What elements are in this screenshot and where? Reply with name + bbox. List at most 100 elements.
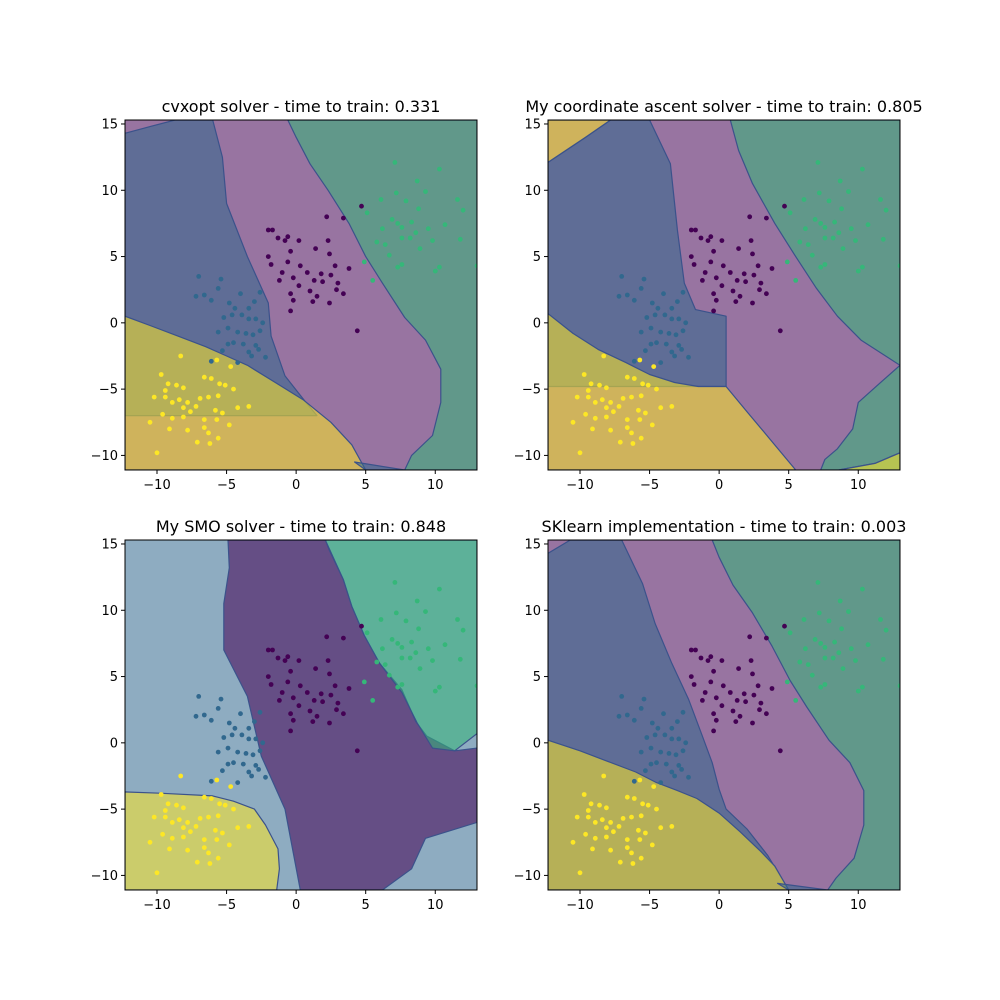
point-class-0 bbox=[307, 288, 313, 294]
point-class-0 bbox=[327, 671, 332, 677]
point-class-0 bbox=[325, 658, 331, 663]
point-class-3 bbox=[151, 394, 157, 400]
point-class-0 bbox=[268, 682, 274, 687]
point-class-0 bbox=[334, 707, 339, 713]
point-class-0 bbox=[719, 703, 725, 709]
point-class-2 bbox=[822, 225, 828, 230]
point-class-3 bbox=[637, 417, 643, 422]
point-class-2 bbox=[818, 264, 824, 270]
point-class-3 bbox=[194, 439, 200, 445]
point-class-2 bbox=[797, 239, 803, 245]
point-class-2 bbox=[784, 259, 790, 265]
point-class-0 bbox=[750, 671, 755, 677]
point-class-2 bbox=[809, 252, 815, 258]
point-class-1 bbox=[669, 725, 675, 731]
point-class-1 bbox=[654, 760, 659, 766]
decision-regions bbox=[125, 120, 477, 470]
point-class-1 bbox=[215, 286, 221, 291]
point-class-0 bbox=[341, 711, 346, 717]
point-class-3 bbox=[160, 411, 166, 417]
point-class-1 bbox=[250, 752, 256, 758]
point-class-2 bbox=[425, 646, 431, 652]
point-class-1 bbox=[201, 712, 207, 718]
point-class-2 bbox=[457, 236, 463, 242]
point-class-3 bbox=[235, 405, 241, 411]
point-class-0 bbox=[313, 666, 318, 671]
point-class-0 bbox=[764, 291, 769, 297]
point-class-3 bbox=[208, 376, 214, 381]
point-class-0 bbox=[328, 272, 334, 278]
point-class-3 bbox=[583, 411, 588, 417]
point-class-3 bbox=[649, 422, 655, 428]
y-tick-label: 10 bbox=[101, 604, 118, 619]
point-class-3 bbox=[577, 450, 583, 456]
point-class-1 bbox=[680, 328, 686, 334]
point-class-0 bbox=[285, 259, 291, 265]
point-class-0 bbox=[277, 698, 282, 703]
point-class-2 bbox=[832, 219, 837, 225]
point-class-0 bbox=[747, 214, 753, 220]
point-class-0 bbox=[341, 291, 346, 297]
point-class-0 bbox=[359, 203, 364, 209]
point-class-0 bbox=[332, 263, 338, 269]
point-class-2 bbox=[837, 598, 843, 604]
point-class-2 bbox=[407, 655, 413, 661]
point-class-3 bbox=[154, 870, 160, 876]
point-class-2 bbox=[878, 617, 883, 622]
point-class-1 bbox=[641, 276, 647, 282]
point-class-0 bbox=[290, 695, 296, 701]
point-class-0 bbox=[265, 647, 271, 653]
point-class-2 bbox=[374, 659, 380, 665]
point-class-3 bbox=[217, 381, 223, 387]
point-class-2 bbox=[416, 626, 421, 632]
point-class-3 bbox=[169, 820, 175, 825]
point-class-0 bbox=[748, 658, 754, 663]
point-class-0 bbox=[736, 666, 741, 671]
point-class-1 bbox=[649, 300, 655, 306]
point-class-2 bbox=[812, 217, 818, 222]
point-class-3 bbox=[231, 386, 236, 392]
point-class-0 bbox=[265, 227, 271, 233]
x-tick-label: −5 bbox=[640, 478, 659, 493]
y-tick-label: −10 bbox=[91, 449, 118, 464]
point-class-0 bbox=[285, 679, 291, 685]
point-class-0 bbox=[750, 300, 755, 306]
point-class-3 bbox=[228, 784, 234, 789]
point-class-3 bbox=[585, 814, 591, 820]
point-class-3 bbox=[620, 396, 626, 401]
point-class-0 bbox=[757, 287, 762, 293]
point-class-2 bbox=[848, 226, 854, 232]
point-class-2 bbox=[460, 627, 466, 633]
point-class-1 bbox=[648, 341, 654, 347]
point-class-3 bbox=[207, 441, 213, 446]
point-class-3 bbox=[246, 824, 252, 829]
region-class-2 bbox=[711, 540, 900, 890]
point-class-3 bbox=[585, 808, 591, 813]
point-class-0 bbox=[318, 271, 324, 277]
point-class-3 bbox=[174, 382, 179, 388]
point-class-3 bbox=[201, 425, 207, 430]
point-class-0 bbox=[702, 690, 708, 695]
point-class-2 bbox=[393, 190, 399, 196]
point-class-1 bbox=[257, 709, 263, 715]
point-class-3 bbox=[215, 813, 221, 819]
point-class-0 bbox=[708, 679, 714, 685]
point-class-2 bbox=[860, 166, 865, 172]
point-class-2 bbox=[801, 617, 807, 622]
point-class-1 bbox=[208, 778, 214, 784]
point-class-2 bbox=[395, 221, 401, 226]
point-class-3 bbox=[206, 814, 211, 820]
point-class-2 bbox=[417, 246, 423, 252]
point-class-1 bbox=[243, 751, 249, 756]
point-class-2 bbox=[846, 189, 851, 195]
point-class-2 bbox=[787, 630, 793, 636]
point-class-1 bbox=[680, 748, 686, 754]
point-class-3 bbox=[637, 777, 643, 783]
point-class-2 bbox=[432, 688, 438, 694]
point-class-3 bbox=[158, 372, 164, 377]
point-class-0 bbox=[265, 254, 271, 259]
point-class-1 bbox=[616, 713, 622, 719]
point-class-0 bbox=[275, 655, 281, 661]
point-class-1 bbox=[257, 289, 263, 295]
point-class-0 bbox=[341, 215, 346, 221]
